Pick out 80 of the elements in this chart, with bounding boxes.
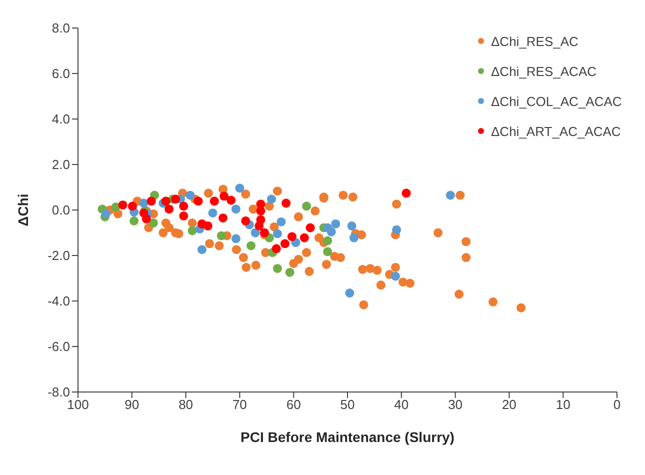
point bbox=[146, 196, 156, 206]
point bbox=[231, 234, 240, 244]
x-axis-title: PCI Before Maintenance (Slurry) bbox=[240, 429, 454, 445]
point bbox=[280, 239, 290, 248]
y-axis-title: ΔChi bbox=[14, 194, 31, 226]
point bbox=[218, 213, 228, 222]
point bbox=[266, 194, 276, 204]
point bbox=[142, 214, 151, 224]
point bbox=[128, 202, 137, 211]
point bbox=[179, 211, 188, 220]
point bbox=[130, 216, 139, 226]
x-tick-label: 60 bbox=[286, 397, 301, 412]
point bbox=[323, 223, 332, 232]
point bbox=[287, 232, 296, 242]
x-tick-label: 80 bbox=[178, 397, 194, 412]
y-tick-label: 0.0 bbox=[52, 202, 70, 218]
x-tick-label: 100 bbox=[67, 397, 89, 412]
x-tick-label: 40 bbox=[394, 397, 409, 412]
point bbox=[272, 229, 282, 238]
y-tick-label: 4.0 bbox=[52, 112, 70, 127]
point bbox=[390, 272, 400, 281]
point bbox=[220, 192, 229, 201]
point bbox=[246, 241, 256, 250]
point bbox=[347, 221, 356, 230]
point bbox=[250, 228, 260, 238]
legend-label: ΔChi_RES_AC bbox=[491, 34, 578, 48]
x-tick-label: 50 bbox=[340, 397, 355, 412]
x-tick-label: 90 bbox=[124, 397, 140, 412]
legend-label: ΔChi_RES_ACAC bbox=[491, 64, 596, 78]
point bbox=[302, 202, 312, 211]
point bbox=[148, 218, 158, 228]
point bbox=[208, 208, 218, 218]
point bbox=[188, 226, 197, 236]
y-tick-label: 8.0 bbox=[52, 20, 70, 36]
point bbox=[402, 188, 411, 198]
y-tick-label: 6.0 bbox=[52, 66, 70, 82]
point bbox=[331, 219, 340, 228]
point bbox=[235, 184, 244, 193]
y-tick-label: -4.0 bbox=[48, 294, 70, 309]
point bbox=[102, 209, 111, 218]
point bbox=[300, 233, 309, 242]
y-tick-label: -2.0 bbox=[48, 248, 70, 264]
point bbox=[197, 219, 206, 228]
x-tick-label: 30 bbox=[448, 397, 463, 412]
point bbox=[282, 198, 291, 208]
point bbox=[272, 264, 282, 273]
point bbox=[241, 216, 250, 226]
legend-label: ΔChi_ART_AC_ACAC bbox=[491, 124, 621, 138]
point bbox=[392, 225, 402, 234]
point bbox=[323, 236, 332, 246]
x-tick-label: 10 bbox=[556, 397, 570, 412]
point bbox=[276, 217, 286, 226]
legend-label: ΔChi_COL_AC_ACAC bbox=[491, 94, 622, 108]
point bbox=[197, 245, 206, 254]
point bbox=[186, 190, 195, 200]
y-tick-label: -8.0 bbox=[48, 384, 70, 400]
point bbox=[118, 200, 128, 210]
point bbox=[164, 204, 174, 214]
point bbox=[446, 190, 455, 200]
point bbox=[216, 231, 226, 240]
point bbox=[349, 233, 358, 242]
point bbox=[272, 244, 281, 254]
point bbox=[194, 196, 203, 206]
point bbox=[254, 221, 264, 230]
point bbox=[285, 268, 294, 277]
point bbox=[139, 198, 148, 208]
point bbox=[179, 202, 188, 211]
point bbox=[306, 223, 315, 232]
y-tick-label: -6.0 bbox=[48, 339, 70, 354]
point bbox=[171, 194, 180, 204]
x-tick-label: 20 bbox=[502, 397, 516, 412]
x-tick-label: 0 bbox=[613, 397, 621, 412]
x-tick-label: 70 bbox=[232, 397, 247, 412]
point bbox=[161, 196, 170, 206]
point bbox=[345, 288, 354, 298]
point bbox=[231, 204, 240, 214]
point bbox=[210, 196, 219, 206]
y-tick-label: 2.0 bbox=[52, 157, 70, 172]
point bbox=[323, 247, 332, 256]
point bbox=[226, 196, 236, 205]
